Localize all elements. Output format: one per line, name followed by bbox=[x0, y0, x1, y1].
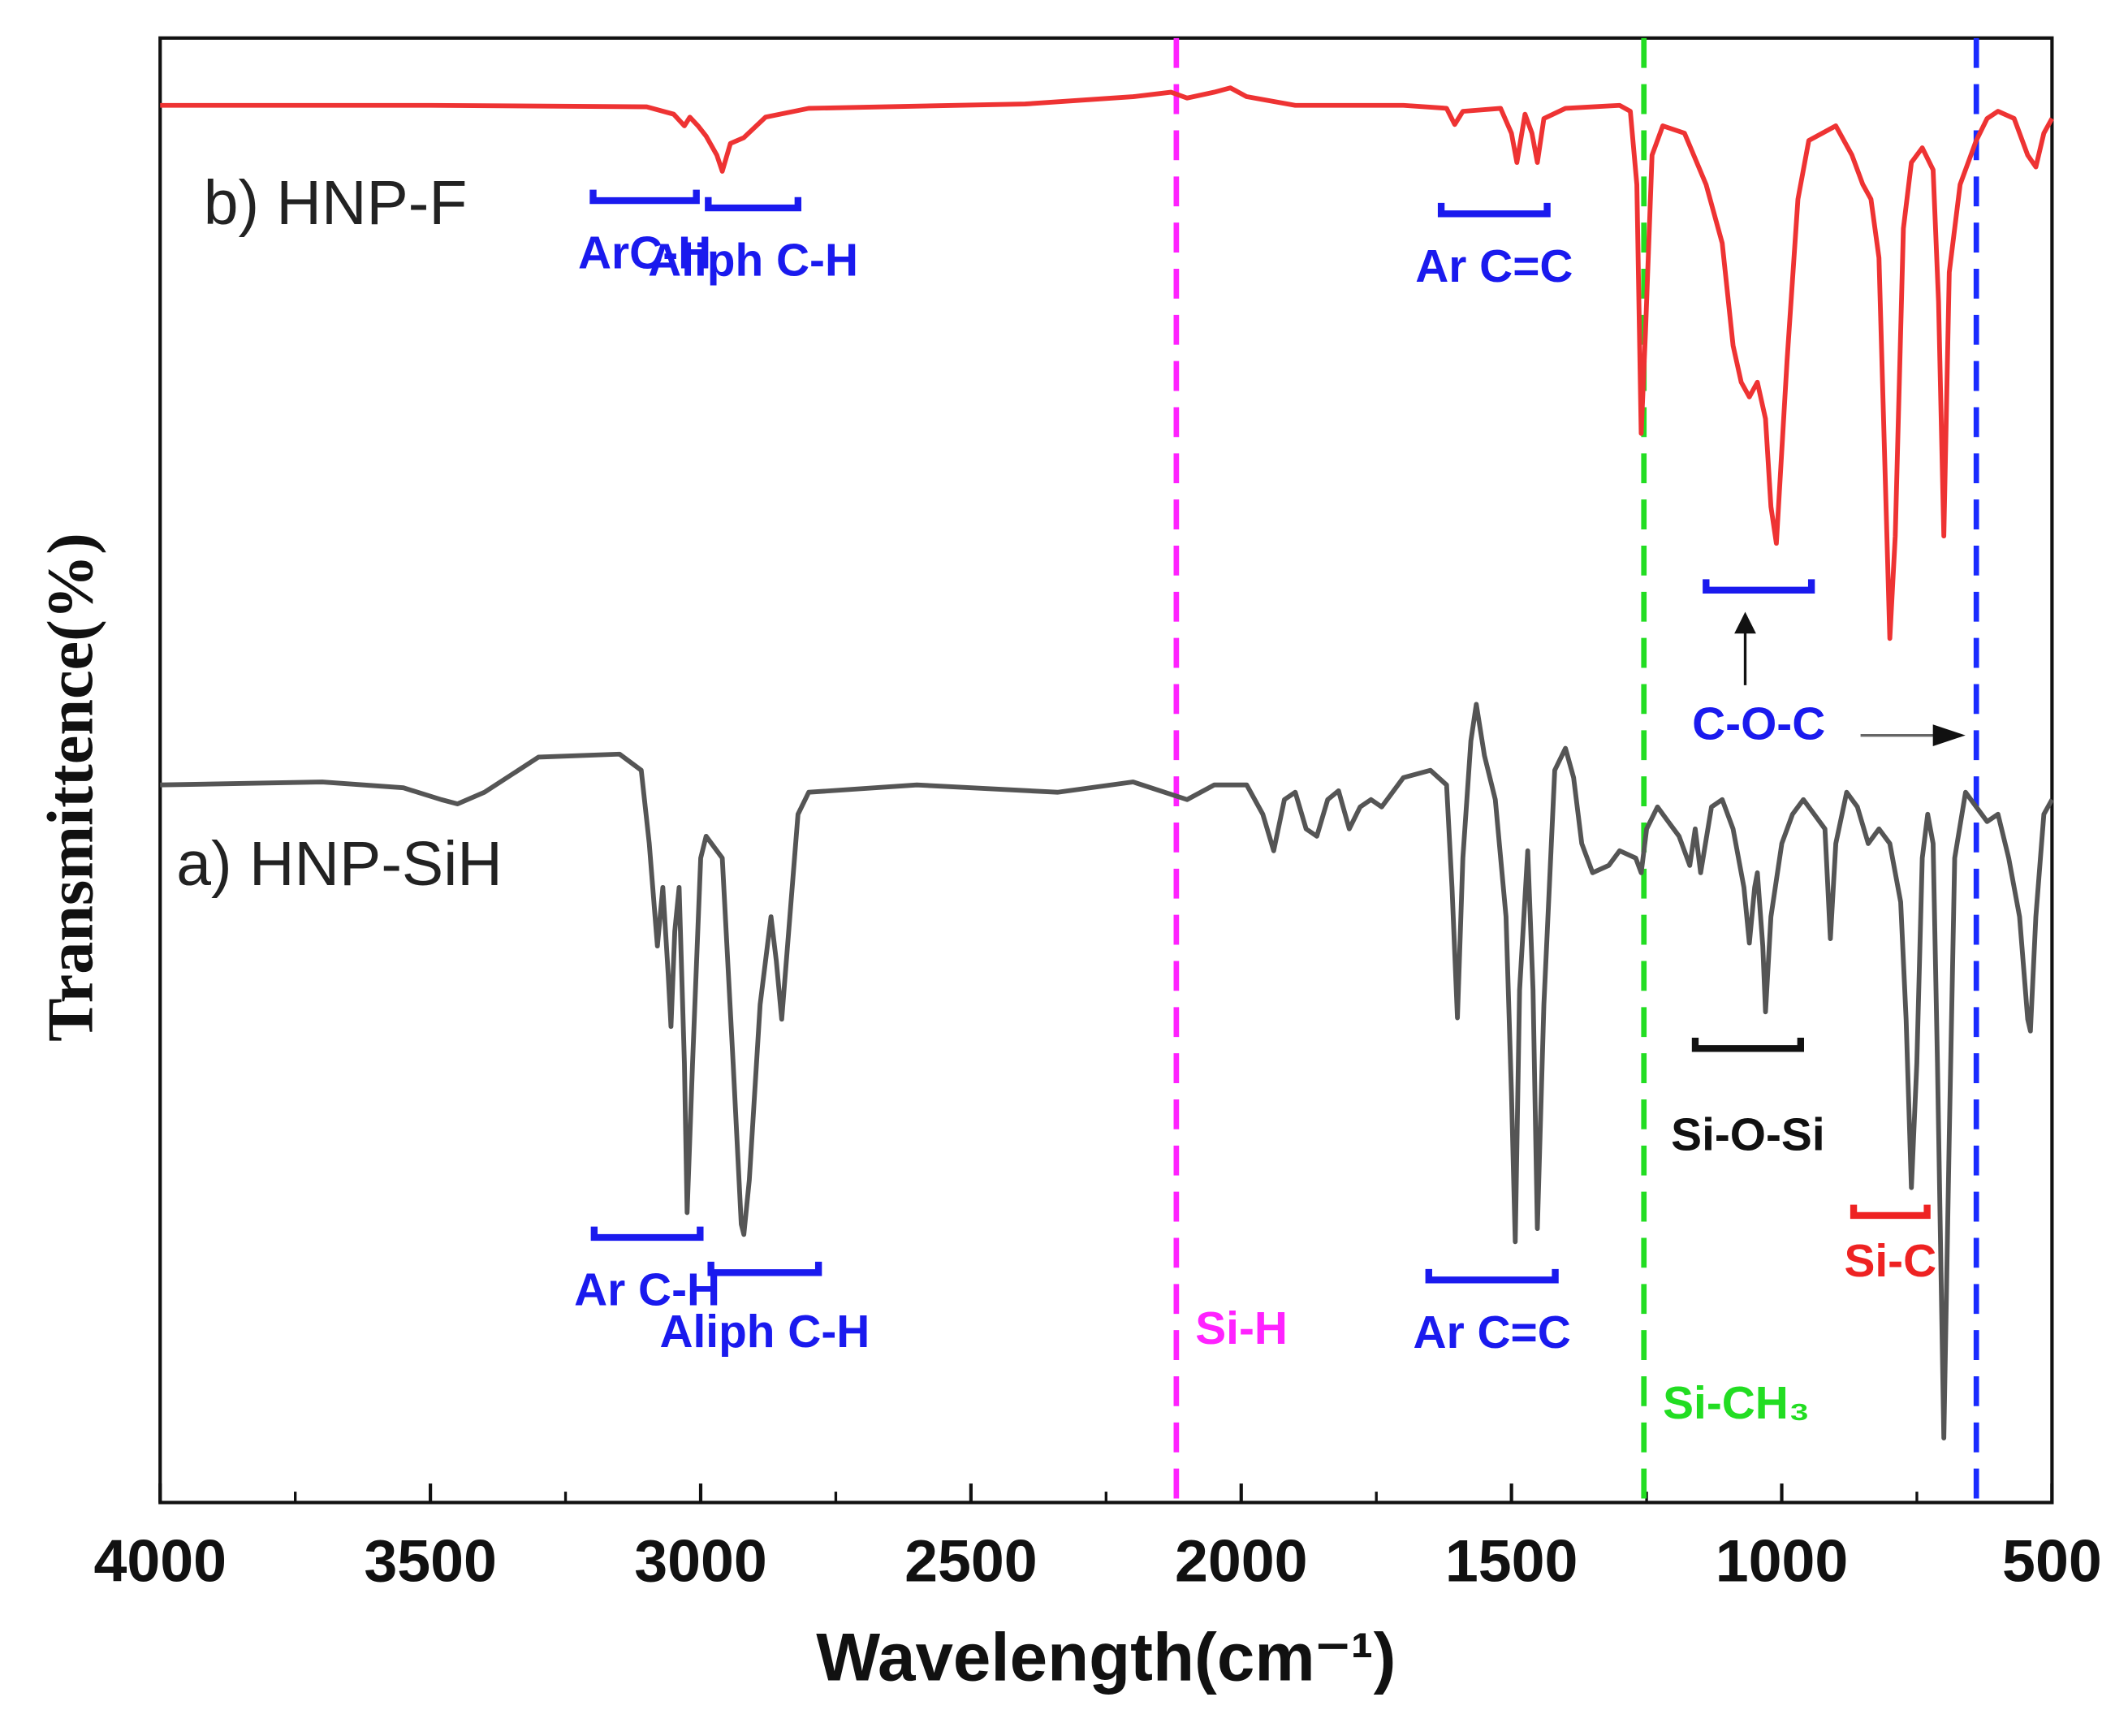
arrowhead bbox=[1734, 611, 1756, 634]
bracket-label: Aliph C-H bbox=[648, 235, 858, 287]
series-label: b) HNP-F bbox=[204, 168, 468, 238]
bracket-label: C-O-C bbox=[1692, 699, 1825, 750]
bracket-label: Si-C bbox=[1844, 1236, 1936, 1287]
reference-label: Si-CH₃ bbox=[1663, 1378, 1810, 1429]
spectrum-line bbox=[160, 85, 2054, 641]
x-tick-label: 500 bbox=[2002, 1527, 2102, 1594]
x-tick-label: 1000 bbox=[1716, 1527, 1849, 1594]
y-axis-label: Transmittence(%) bbox=[36, 533, 107, 1042]
bracket-label: Ar C-H bbox=[574, 1265, 720, 1316]
spectrum-line bbox=[160, 702, 2054, 1440]
reference-label: Si-H bbox=[1195, 1303, 1288, 1354]
x-tick-label: 3000 bbox=[634, 1527, 767, 1594]
bracket bbox=[1850, 1204, 1931, 1220]
bracket-label: Aliph C-H bbox=[659, 1306, 870, 1358]
bracket bbox=[705, 196, 802, 212]
x-tick-label: 2500 bbox=[904, 1527, 1038, 1594]
bracket-label: ArC-H bbox=[578, 228, 711, 279]
bracket bbox=[1425, 1268, 1559, 1284]
x-tick-label: 1500 bbox=[1445, 1527, 1578, 1594]
series-label: a) HNP-SiH bbox=[176, 829, 503, 899]
bracket-label: Ar C=C bbox=[1414, 1307, 1571, 1358]
x-tick-label: 2000 bbox=[1175, 1527, 1308, 1594]
bracket bbox=[1437, 202, 1551, 218]
plot-frame bbox=[158, 36, 2054, 1505]
bracket-label: Ar C=C bbox=[1415, 241, 1573, 292]
x-axis-label: Wavelength(cm⁻¹) bbox=[816, 1618, 1396, 1695]
arrowhead bbox=[1932, 724, 1966, 747]
x-tick-label: 3500 bbox=[364, 1527, 497, 1594]
x-tick-label: 4000 bbox=[93, 1527, 227, 1594]
bracket bbox=[1703, 579, 1815, 594]
bracket bbox=[589, 189, 700, 205]
bracket-label: Si-O-Si bbox=[1671, 1110, 1824, 1161]
bracket bbox=[707, 1261, 822, 1276]
bracket bbox=[590, 1226, 704, 1242]
bracket bbox=[1691, 1037, 1804, 1052]
